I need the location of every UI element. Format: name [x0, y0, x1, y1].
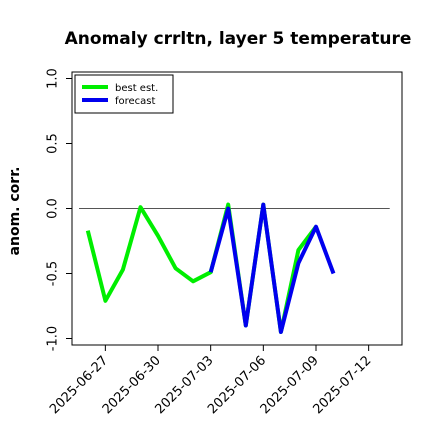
series-layer	[85, 202, 336, 334]
y-axis-label: anom. corr.	[7, 167, 23, 256]
legend-label: forecast	[115, 96, 156, 107]
legend-label: best est.	[115, 83, 158, 94]
y-tick-label: -1.0	[46, 326, 61, 351]
y-tick-label: 0.0	[46, 198, 61, 219]
series-line-forecast	[208, 202, 336, 334]
series-line-best-est	[85, 202, 318, 334]
legend-box	[74, 74, 174, 114]
y-tick-label: 1.0	[46, 68, 61, 89]
x-axis: 2025-06-272025-06-302025-07-032025-07-06…	[47, 345, 374, 417]
y-tick-label: 0.5	[46, 133, 61, 154]
y-tick-label: -0.5	[46, 261, 61, 286]
y-axis: -1.0 -0.5 0.0 0.5 1.0	[46, 68, 72, 351]
chart-title: Anomaly crrltn, layer 5 temperature	[65, 29, 412, 49]
legend: best est. forecast	[74, 74, 174, 114]
